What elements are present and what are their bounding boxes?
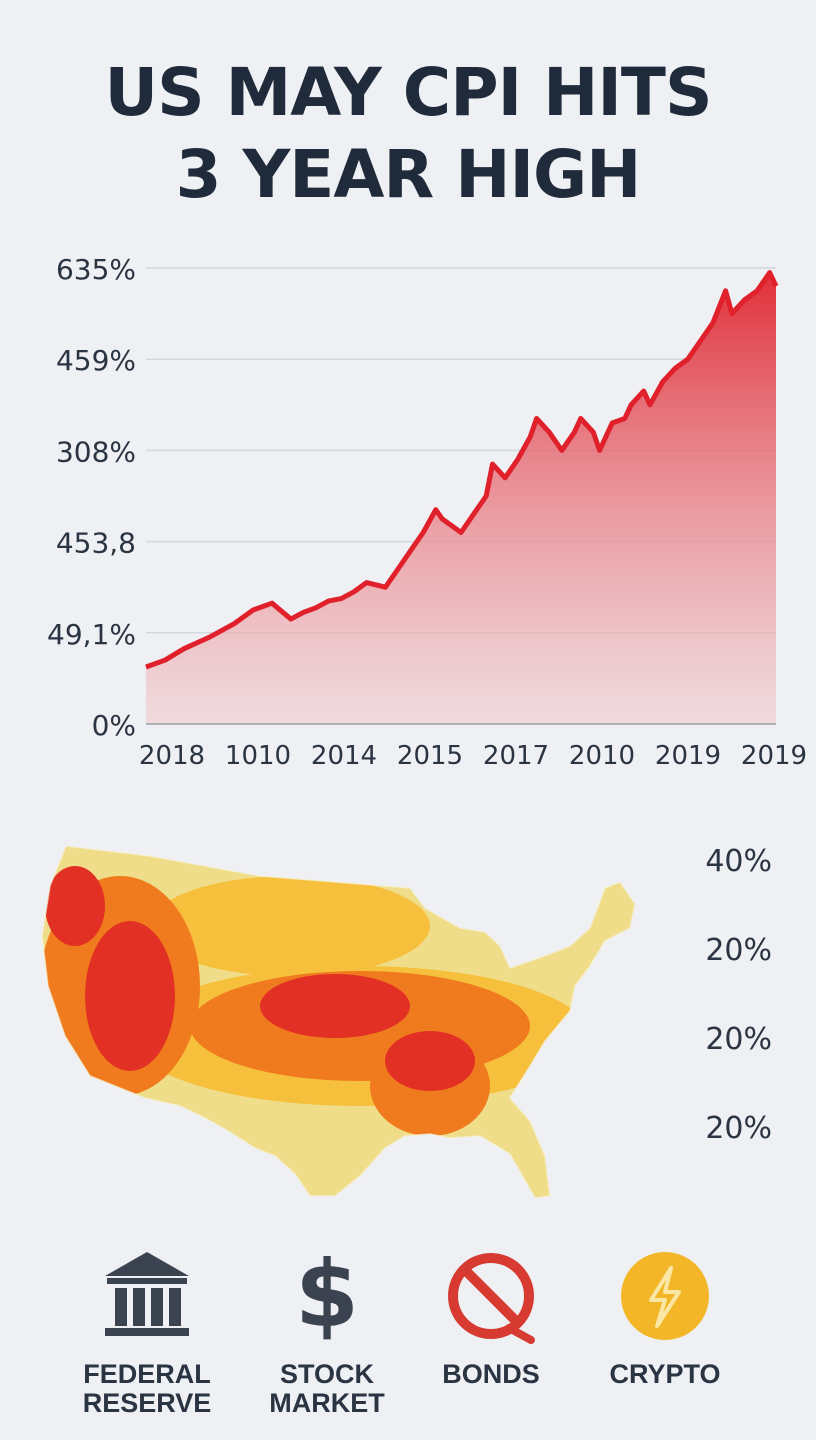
- x-tick-label: 1010: [225, 741, 291, 771]
- map-region-high-east: [385, 1031, 475, 1091]
- x-tick-label: 2014: [311, 741, 377, 771]
- bonds-label: BONDS: [442, 1359, 540, 1389]
- title-line-1: US MAY CPI HITS: [104, 54, 712, 131]
- cpi-area-fill: [146, 272, 776, 724]
- x-tick-label: 2018: [139, 741, 205, 771]
- legend-value-3: 20%: [705, 1022, 772, 1057]
- y-tick-label: 0%: [92, 709, 136, 742]
- stock-market-label-2: MARKET: [269, 1388, 385, 1418]
- map-region-high-northwest: [45, 866, 105, 946]
- y-tick-label: 308%: [56, 435, 136, 468]
- dollar-icon: $: [294, 1241, 359, 1348]
- federal-reserve-label-2: RESERVE: [82, 1388, 212, 1418]
- crypto-label: CRYPTO: [609, 1359, 721, 1389]
- x-tick-label: 2019: [741, 741, 807, 771]
- legend-value-2: 20%: [705, 933, 772, 968]
- y-tick-label: 459%: [56, 344, 136, 377]
- y-tick-label: 635%: [56, 253, 136, 286]
- federal-reserve-label-1: FEDERAL: [83, 1359, 211, 1389]
- map-region-low-north: [150, 876, 430, 976]
- map-region-high-central: [260, 974, 410, 1038]
- stock-market-item: $ STOCK MARKET: [232, 1240, 422, 1418]
- cpi-line: [145, 270, 779, 670]
- bonds-item: BONDS: [396, 1240, 586, 1389]
- title-line-2: 3 YEAR HIGH: [175, 136, 642, 213]
- prohibited-icon: [448, 1253, 535, 1344]
- federal-reserve-item: FEDERAL RESERVE: [52, 1240, 242, 1418]
- bank-icon: [105, 1252, 189, 1336]
- page-title: US MAY CPI HITS 3 YEAR HIGH: [0, 52, 816, 216]
- lightning-icon: [621, 1252, 709, 1340]
- y-tick-label: 453,8: [56, 527, 136, 560]
- map-legend: 40% 20% 20% 20%: [652, 842, 772, 1198]
- crypto-item: CRYPTO: [570, 1240, 760, 1389]
- x-tick-label: 2010: [569, 741, 635, 771]
- stock-market-label-1: STOCK: [279, 1359, 374, 1389]
- x-tick-label: 2015: [397, 741, 463, 771]
- market-icons-row: FEDERAL RESERVE $ STOCK MARKET BONDS: [0, 1240, 816, 1440]
- x-tick-label: 2019: [655, 741, 721, 771]
- cpi-area-chart: 635% 459% 308% 453,8 49,1% 0% 2018 1010 2014 201…: [47, 253, 807, 771]
- x-tick-label: 2017: [483, 741, 549, 771]
- map-region-high-west: [85, 921, 175, 1071]
- us-inflation-map: [41, 845, 636, 1199]
- us-outline: [41, 845, 636, 1199]
- legend-value-4: 20%: [705, 1111, 772, 1146]
- y-tick-label: 49,1%: [47, 618, 136, 651]
- legend-value-1: 40%: [705, 844, 772, 879]
